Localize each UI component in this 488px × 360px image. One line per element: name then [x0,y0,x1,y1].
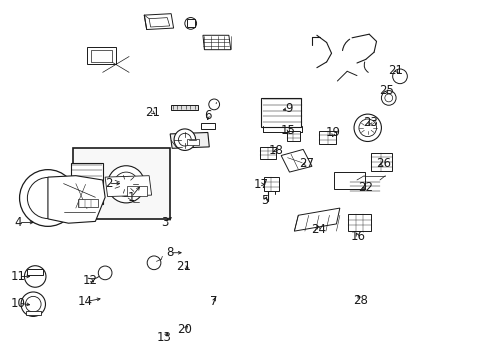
Bar [27,269,43,275]
Text: 18: 18 [268,144,283,157]
Text: 3: 3 [161,216,169,229]
Bar [287,131,299,141]
Bar [347,214,370,231]
Bar [260,147,275,159]
Bar [201,123,214,129]
Text: 10: 10 [11,297,26,310]
Circle shape [384,94,392,102]
Circle shape [27,177,68,219]
Text: 1: 1 [127,191,135,204]
Text: 28: 28 [353,294,367,307]
Text: 4: 4 [15,216,22,229]
Circle shape [392,69,407,84]
Bar [78,199,98,207]
Text: 2: 2 [104,177,112,190]
Text: 6: 6 [203,109,211,122]
Circle shape [353,114,381,141]
Bar [126,186,147,196]
Text: 21: 21 [145,106,160,119]
Circle shape [25,296,41,312]
Text: 22: 22 [358,181,372,194]
Bar [87,47,116,64]
Polygon shape [170,132,209,148]
Text: 27: 27 [299,157,314,170]
Circle shape [24,266,46,287]
Bar [263,177,279,191]
Circle shape [358,119,376,136]
Circle shape [174,129,195,150]
Circle shape [178,133,191,146]
Circle shape [208,99,219,110]
Text: 23: 23 [363,116,377,129]
Polygon shape [294,208,339,231]
Text: 8: 8 [166,246,174,259]
Polygon shape [171,105,198,110]
Bar [334,172,364,189]
Circle shape [184,18,196,29]
Text: 21: 21 [388,64,403,77]
Circle shape [381,91,395,105]
Bar [261,98,301,127]
Text: 20: 20 [177,323,192,336]
Polygon shape [281,149,311,172]
Text: 17: 17 [254,178,268,191]
Bar [73,148,169,219]
Text: 21: 21 [176,260,190,273]
Text: 25: 25 [378,84,393,97]
Text: 24: 24 [311,223,325,236]
Bar [319,131,336,144]
Bar [91,50,112,62]
Polygon shape [48,176,105,223]
Circle shape [21,292,45,316]
Text: 12: 12 [83,274,98,287]
Polygon shape [203,35,230,50]
Circle shape [114,172,138,197]
Text: 9: 9 [284,102,292,115]
Text: 15: 15 [281,124,295,137]
Bar [71,163,103,204]
Text: 14: 14 [78,295,93,308]
Bar [186,19,194,27]
Polygon shape [144,14,173,30]
Bar [26,311,41,315]
Text: 19: 19 [325,126,340,139]
Text: 13: 13 [156,331,171,344]
Bar [186,139,199,145]
Circle shape [147,256,161,270]
Polygon shape [149,18,169,27]
Text: 11: 11 [11,270,26,283]
Circle shape [20,170,76,226]
Text: 5: 5 [261,194,268,207]
Bar [370,153,391,171]
Circle shape [98,266,112,280]
Text: 7: 7 [209,295,217,308]
Text: 26: 26 [376,157,390,170]
Circle shape [107,166,144,203]
Polygon shape [105,176,151,197]
Text: 16: 16 [350,230,365,243]
